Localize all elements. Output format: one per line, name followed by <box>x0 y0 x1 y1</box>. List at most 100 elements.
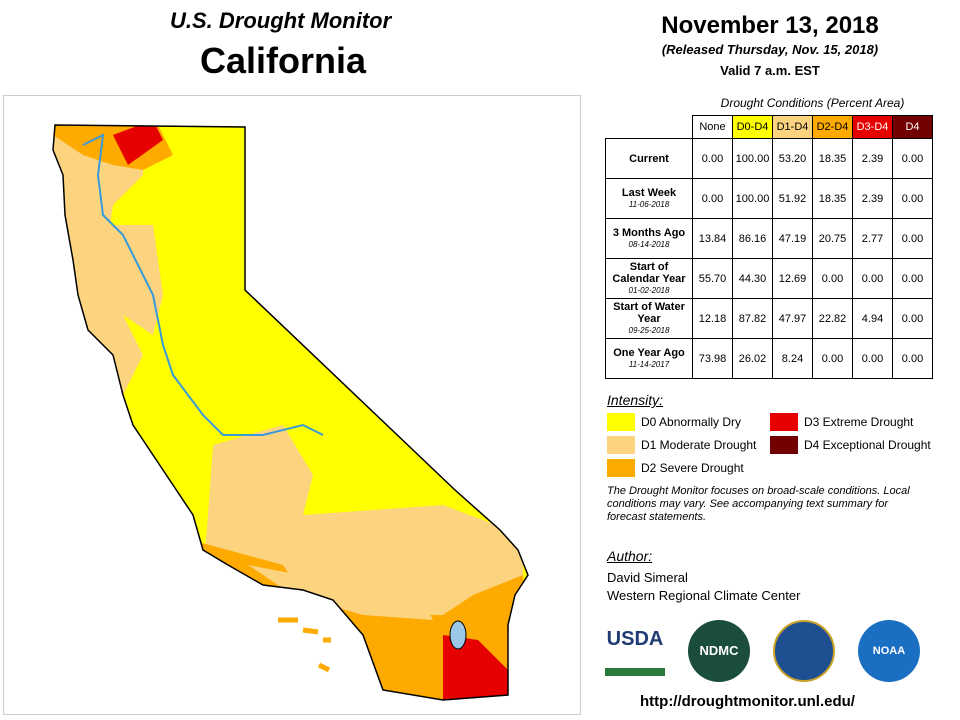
logo: NDMC <box>688 620 750 682</box>
legend-label: D0 Abnormally Dry <box>641 415 742 429</box>
cell: 2.39 <box>852 138 893 179</box>
legend-label: D3 Extreme Drought <box>804 415 914 429</box>
blank-cell <box>605 115 693 139</box>
cell: 0.00 <box>892 258 933 299</box>
commerce-seal <box>773 620 835 682</box>
row-label: Last Week 11-06-2018 <box>605 178 693 219</box>
cell: 87.82 <box>732 298 773 339</box>
cell: 47.97 <box>772 298 813 339</box>
cell: 0.00 <box>812 338 853 379</box>
cell: 100.00 <box>732 138 773 179</box>
row-name: Last Week <box>621 186 677 199</box>
cell: 0.00 <box>892 178 933 219</box>
url: http://droughtmonitor.unl.edu/ <box>640 693 855 710</box>
legend-label: D2 Severe Drought <box>641 461 744 475</box>
row-name: 3 Months Ago <box>612 226 686 239</box>
table: None D0-D4 D1-D4 D2-D4 D3-D4 D4 Current 0.00 100… <box>605 115 933 379</box>
row-label: Start of Water Year 09-25-2018 <box>605 298 693 339</box>
legend-item: D0 Abnormally Dry <box>607 413 741 431</box>
date: November 13, 2018 <box>661 12 879 39</box>
row-label: Current <box>605 138 693 179</box>
cell: 51.92 <box>772 178 813 219</box>
column-header: D4 <box>892 115 933 139</box>
cell: 0.00 <box>852 338 893 379</box>
row-name: Start of Water Year <box>613 300 685 325</box>
cell: 8.24 <box>772 338 813 379</box>
author-heading: Author: <box>607 548 653 564</box>
legend-title: Intensity: <box>607 392 664 408</box>
swatch <box>770 413 798 431</box>
valid: Valid 7 a.m. EST <box>720 63 820 78</box>
cell: 13.84 <box>692 218 733 259</box>
cell: 0.00 <box>812 258 853 299</box>
cell: 44.30 <box>732 258 773 299</box>
cell: 2.39 <box>852 178 893 219</box>
cell: 0.00 <box>892 338 933 379</box>
logo: NOAA <box>858 620 920 682</box>
cell: 0.00 <box>692 178 733 219</box>
cell: 20.75 <box>812 218 853 259</box>
cell: 55.70 <box>692 258 733 299</box>
cell: 86.16 <box>732 218 773 259</box>
cell: 47.19 <box>772 218 813 259</box>
legend-item: D3 Extreme Drought <box>770 413 913 431</box>
swatch <box>607 436 635 454</box>
cell: 18.35 <box>812 138 853 179</box>
cell: 2.77 <box>852 218 893 259</box>
cell: 73.98 <box>692 338 733 379</box>
cell: 18.35 <box>812 178 853 219</box>
cell: 0.00 <box>852 258 893 299</box>
row: Last Week 11-06-2018 0.00 100.00 51.92 18.35 2… <box>605 178 933 219</box>
table-caption: Drought Conditions (Percent Area) <box>720 96 905 110</box>
cell: 12.18 <box>692 298 733 339</box>
cell: 53.20 <box>772 138 813 179</box>
cell: 0.00 <box>692 138 733 179</box>
swatch <box>770 436 798 454</box>
cell: 12.69 <box>772 258 813 299</box>
row-date: 09-25-2018 <box>628 325 670 335</box>
column-header: D2-D4 <box>812 115 853 139</box>
swatch <box>607 459 635 477</box>
column-header: D3-D4 <box>852 115 893 139</box>
legend-label: D1 Moderate Drought <box>641 438 757 452</box>
legend-item: D1 Moderate Drought <box>607 436 756 454</box>
state: California <box>200 40 367 81</box>
cell: 100.00 <box>732 178 773 219</box>
row-name: One Year Ago <box>613 346 685 359</box>
row: Current 0.00 100.00 53.20 18.35 2.39 0.00 <box>605 138 933 179</box>
legend-item: D4 Exceptional Drought <box>770 436 931 454</box>
row-name: Start of Calendar Year <box>612 260 686 285</box>
legend-item: D2 Severe Drought <box>607 459 744 477</box>
row-label: One Year Ago 11-14-2017 <box>605 338 693 379</box>
row-date: 11-06-2018 <box>628 199 670 209</box>
row: 3 Months Ago 08-14-2018 13.84 86.16 47.19 20.… <box>605 218 933 259</box>
column-header: D0-D4 <box>732 115 773 139</box>
cell: 4.94 <box>852 298 893 339</box>
author-line: David Simeral <box>607 570 688 585</box>
row: Start of Water Year 09-25-2018 12.18 87.82 4… <box>605 298 933 339</box>
column-header: None <box>692 115 733 139</box>
released: (Released Thursday, Nov. 15, 2018) <box>661 42 879 57</box>
legend-label: D4 Exceptional Drought <box>804 438 931 452</box>
row-date: 01-02-2018 <box>628 285 670 295</box>
row-label: Start of Calendar Year 01-02-2018 <box>605 258 693 299</box>
row-name: Current <box>629 152 669 165</box>
logo: USDA <box>605 628 665 676</box>
swatch <box>607 413 635 431</box>
row-date: 08-14-2018 <box>628 239 670 249</box>
row-label: 3 Months Ago 08-14-2018 <box>605 218 693 259</box>
header-row: None D0-D4 D1-D4 D2-D4 D3-D4 D4 <box>605 115 933 139</box>
row: One Year Ago 11-14-2017 73.98 26.02 8.24 0.00… <box>605 338 933 379</box>
row: Start of Calendar Year 01-02-2018 55.70 44.… <box>605 258 933 299</box>
note: The Drought Monitor focuses on broad-sca… <box>607 485 910 523</box>
cell: 22.82 <box>812 298 853 339</box>
cell: 26.02 <box>732 338 773 379</box>
author-line: Western Regional Climate Center <box>607 588 801 603</box>
title: U.S. Drought Monitor <box>170 8 392 33</box>
row-date: 11-14-2017 <box>628 359 670 369</box>
column-header: D1-D4 <box>772 115 813 139</box>
cell: 0.00 <box>892 218 933 259</box>
cell: 0.00 <box>892 138 933 179</box>
cell: 0.00 <box>892 298 933 339</box>
